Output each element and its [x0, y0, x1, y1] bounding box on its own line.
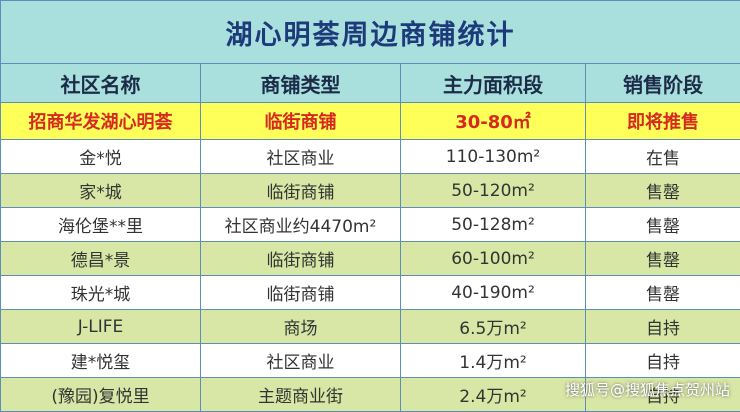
header-row: 社区名称商铺类型主力面积段销售阶段	[1, 64, 740, 103]
title: 湖心明荟周边商铺统计	[1, 1, 740, 64]
column-header: 销售阶段	[586, 64, 740, 103]
cell: 50-128m²	[401, 208, 586, 242]
cell: 临街商铺	[201, 242, 401, 276]
cell: 金*悦	[1, 140, 201, 174]
cell: 德昌*景	[1, 242, 201, 276]
cell: 招商华发湖心明荟	[1, 103, 201, 140]
cell: 在售	[586, 140, 740, 174]
cell: 家*城	[1, 174, 201, 208]
cell: 60-100m²	[401, 242, 586, 276]
cell: 建*悦玺	[1, 344, 201, 378]
cell: 6.5万m²	[401, 310, 586, 344]
column-header: 主力面积段	[401, 64, 586, 103]
cell: 海伦堡**里	[1, 208, 201, 242]
watermark: 搜狐号@搜狐焦点贺州站	[565, 379, 730, 400]
column-header: 社区名称	[1, 64, 201, 103]
cell: 自持	[586, 310, 740, 344]
cell: 主题商业街	[201, 378, 401, 412]
cell: 50-120m²	[401, 174, 586, 208]
cell: 社区商业	[201, 344, 401, 378]
cell: 售罄	[586, 208, 740, 242]
cell: 售罄	[586, 242, 740, 276]
cell: 1.4万m²	[401, 344, 586, 378]
cell: 社区商业	[201, 140, 401, 174]
cell: 社区商业约4470m²	[201, 208, 401, 242]
cell: 售罄	[586, 174, 740, 208]
column-header: 商铺类型	[201, 64, 401, 103]
cell: 售罄	[586, 276, 740, 310]
cell: 2.4万m²	[401, 378, 586, 412]
cell: 40-190m²	[401, 276, 586, 310]
cell: (豫园)复悦里	[1, 378, 201, 412]
cell: 临街商铺	[201, 103, 401, 140]
cell: 临街商铺	[201, 174, 401, 208]
cell: 即将推售	[586, 103, 740, 140]
cell: 自持	[586, 344, 740, 378]
cell: 110-130m²	[401, 140, 586, 174]
cell: 商场	[201, 310, 401, 344]
cell: 30-80㎡	[401, 103, 586, 140]
cell: J-LIFE	[1, 310, 201, 344]
cell: 珠光*城	[1, 276, 201, 310]
cell: 临街商铺	[201, 276, 401, 310]
